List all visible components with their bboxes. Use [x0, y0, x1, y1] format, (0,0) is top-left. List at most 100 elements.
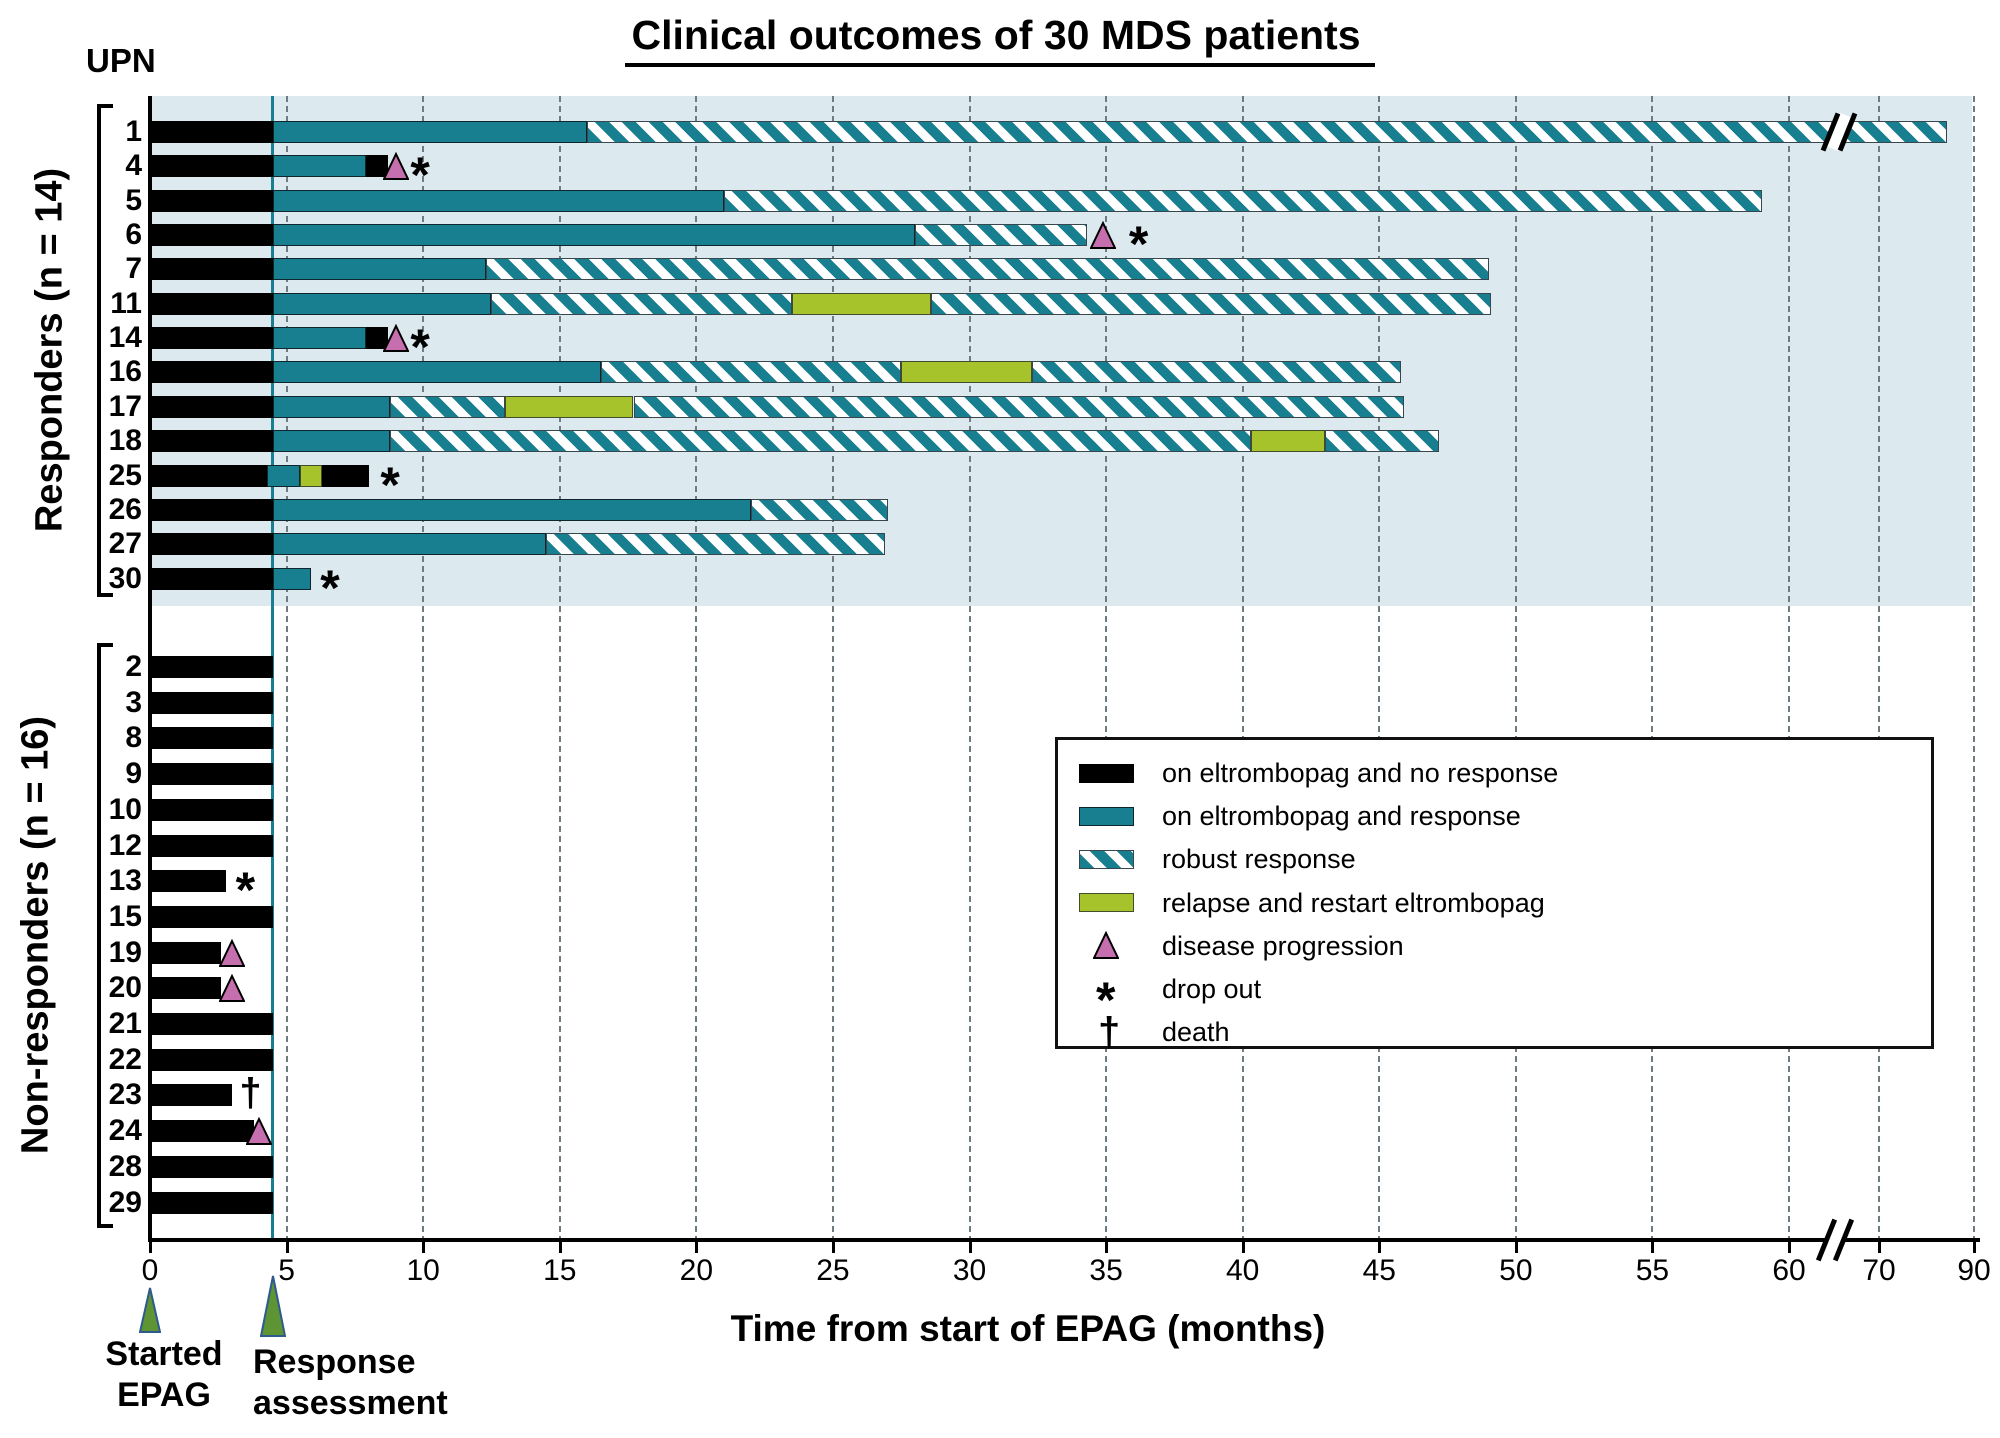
death-marker: † [239, 1071, 262, 1116]
upn-label: 21 [108, 1007, 142, 1040]
drop-out-marker: * [235, 862, 256, 919]
upn-label: 6 [125, 218, 142, 252]
group-label-responders: Responders (n = 14) [28, 167, 71, 533]
upn-label: 10 [108, 792, 142, 826]
bar-segment-no_response [150, 121, 273, 143]
disease-progression-marker [382, 152, 410, 181]
bar-segment-no_response [150, 258, 273, 281]
group-label-non-responders: Non-responders (n = 16) [14, 715, 57, 1155]
x-axis-tick [422, 1240, 426, 1253]
bar-segment-response [272, 395, 391, 418]
bar-segment-response [272, 361, 601, 384]
upn-label: 5 [125, 183, 142, 217]
bar-segment-no_response [150, 327, 273, 350]
x-axis-tick-label: 20 [679, 1254, 714, 1287]
response-assessment-label: Response assessment [253, 1343, 448, 1422]
bar-segment-no_response [150, 905, 273, 928]
legend-swatch-relapse [1079, 893, 1134, 913]
response-assessment-arrow [260, 1275, 286, 1337]
bar-segment-robust [633, 395, 1404, 418]
bar-segment-no_response [150, 1048, 273, 1071]
bar-segment-relapse [1250, 430, 1325, 453]
bar-segment-no_response [150, 361, 273, 384]
drop-out-marker: * [1128, 216, 1149, 273]
x-axis-tick-label: 55 [1635, 1254, 1670, 1287]
started-epag-label: Started EPAG [105, 1335, 223, 1414]
upn-label: 25 [108, 458, 142, 492]
bar-segment-relapse [901, 361, 1033, 384]
upn-label: 17 [108, 389, 142, 423]
upn-label: 26 [108, 492, 142, 526]
bar-segment-response [267, 464, 301, 487]
bar-segment-relapse [505, 395, 634, 418]
chart-title-text: Clinical outcomes of 30 MDS patients [625, 12, 1375, 67]
gridline-month-40 [1241, 96, 1244, 1242]
upn-label: 2 [125, 650, 142, 683]
upn-label: 12 [108, 828, 142, 862]
gridline-month-90 [1973, 96, 1975, 1242]
bar-segment-robust [491, 292, 792, 315]
upn-label: 15 [108, 899, 142, 933]
bar-segment-response [272, 327, 366, 350]
bar-segment-response [272, 224, 915, 247]
bar-segment-response [272, 430, 391, 453]
upn-label: 18 [108, 424, 142, 458]
upn-label: 24 [108, 1114, 142, 1148]
legend-label: disease progression [1162, 930, 1404, 961]
x-axis-tick-label: 60 [1772, 1254, 1806, 1287]
bar-segment-robust [750, 498, 888, 521]
responders-background [150, 96, 1972, 606]
upn-label: 16 [108, 355, 142, 389]
bar-segment-no_response [365, 155, 388, 178]
bar-segment-no_response [150, 763, 273, 786]
x-axis-tick [1241, 1240, 1245, 1253]
legend-swatch-progression-icon [1092, 930, 1120, 960]
bar-segment-no_response [150, 691, 273, 714]
bar-segment-response [272, 155, 366, 178]
upn-label: 13 [108, 864, 142, 898]
y-axis-line [148, 96, 152, 1242]
non-responders-bracket [97, 643, 113, 1228]
x-axis-tick [285, 1240, 289, 1253]
x-axis-tick-label: 35 [1089, 1254, 1123, 1287]
upn-label: 14 [108, 321, 142, 355]
bar-segment-no_response [150, 977, 222, 1000]
upn-heading: UPN [86, 42, 156, 79]
upn-label: 3 [125, 685, 142, 719]
legend-swatch-response [1079, 806, 1134, 826]
x-axis-tick [1378, 1240, 1382, 1253]
legend-label: death [1162, 1017, 1230, 1048]
bar-segment-robust [1324, 430, 1440, 453]
drop-out-marker: * [320, 559, 340, 616]
bar-segment-robust [1032, 361, 1402, 384]
bar-segment-no_response [150, 1084, 232, 1107]
bar-segment-response [272, 533, 547, 556]
x-axis-tick-label: 40 [1225, 1254, 1260, 1287]
legend-label: drop out [1162, 974, 1262, 1004]
chart-title: Clinical outcomes of 30 MDS patients [0, 12, 2000, 67]
legend-label: robust response [1162, 844, 1356, 875]
gridline-month-35 [1105, 96, 1108, 1242]
x-axis-tick [831, 1240, 835, 1253]
x-axis-tick-label: 30 [952, 1254, 987, 1287]
bar-segment-no_response [150, 727, 273, 750]
gridline-month-70 [1878, 96, 1880, 1242]
gridline-month-60 [1788, 96, 1790, 1242]
bar-segment-no_response [150, 224, 273, 247]
gridline-month-10 [422, 96, 425, 1242]
x-axis-tick [149, 1240, 152, 1253]
bar-segment-no_response [150, 1120, 254, 1143]
gridline-month-25 [831, 96, 834, 1242]
legend-label: relapse and restart eltrombopag [1162, 887, 1545, 918]
upn-label: 9 [125, 757, 142, 791]
gridline-month-45 [1378, 96, 1381, 1242]
bar-segment-no_response [150, 430, 273, 453]
responders-bracket [97, 104, 113, 597]
x-axis-tick [558, 1240, 562, 1253]
bar-segment-no_response [150, 941, 222, 964]
upn-label: 27 [108, 527, 142, 561]
upn-label: 7 [125, 252, 142, 286]
gridline-month-5 [285, 96, 288, 1242]
